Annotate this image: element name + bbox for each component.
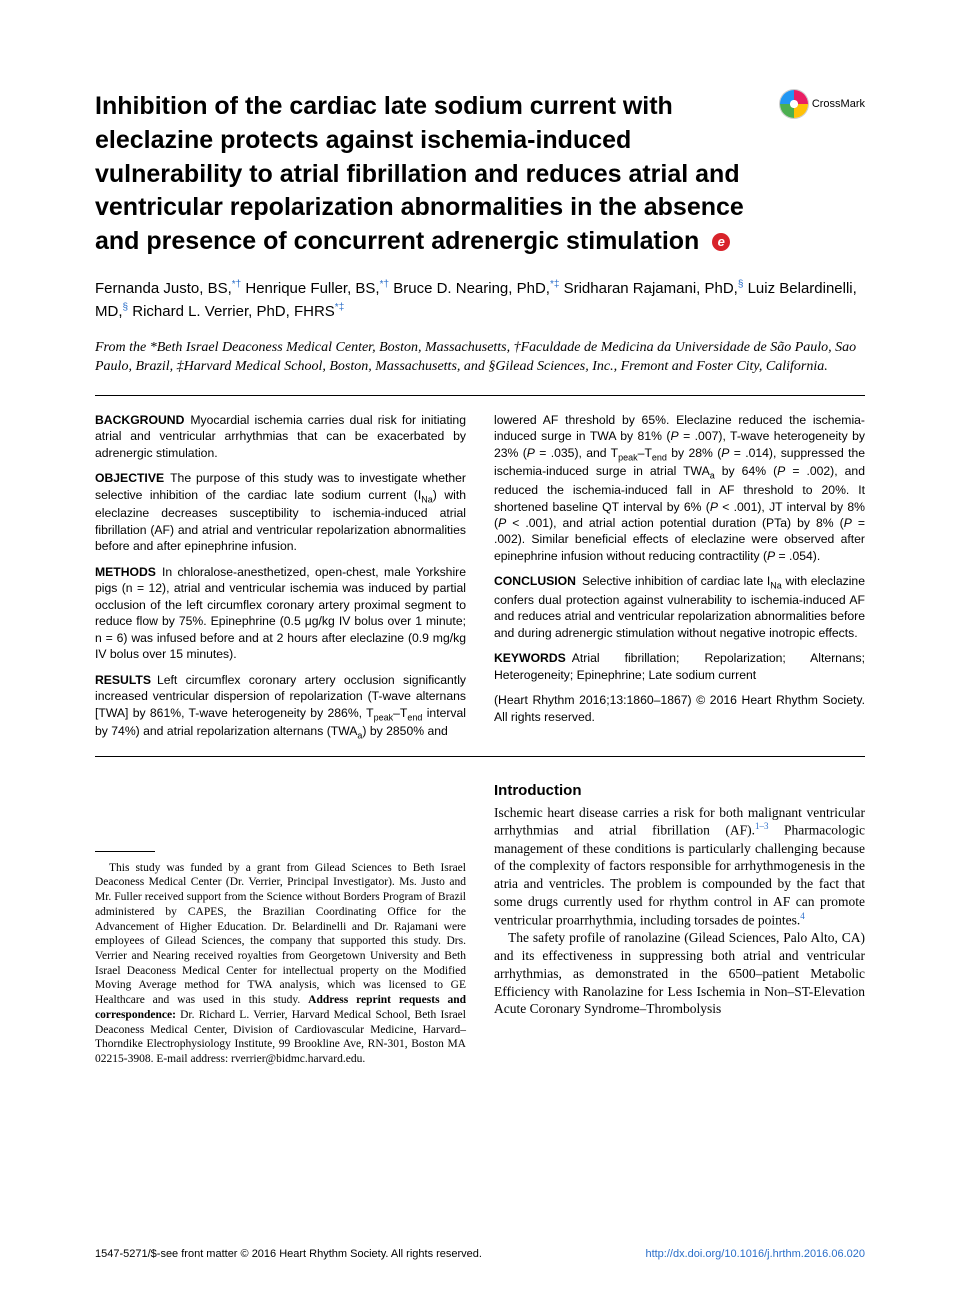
funding-divider bbox=[95, 851, 155, 852]
abstract-results-a: RESULTSLeft circumflex coronary artery o… bbox=[95, 672, 466, 742]
page-footer: 1547-5271/$-see front matter © 2016 Hear… bbox=[95, 1247, 865, 1262]
introduction-heading: Introduction bbox=[494, 781, 865, 801]
abs-head-objective: OBJECTIVE bbox=[95, 471, 164, 485]
introduction-section: Introduction Ischemic heart disease carr… bbox=[494, 781, 865, 1019]
abstract-keywords: KEYWORDSAtrial fibrillation; Repolarizat… bbox=[494, 650, 865, 683]
title-area: Inhibition of the cardiac late sodium cu… bbox=[95, 90, 865, 259]
online-badge-icon: e bbox=[712, 233, 730, 251]
funding-text: This study was funded by a grant from Gi… bbox=[95, 855, 466, 1067]
body-columns: This study was funded by a grant from Gi… bbox=[95, 757, 865, 1067]
footer-doi-link[interactable]: http://dx.doi.org/10.1016/j.hrthm.2016.0… bbox=[645, 1247, 865, 1262]
intro-p1-b: Pharmacologic management of these condit… bbox=[494, 823, 865, 928]
abstract-conclusion: CONCLUSIONSelective inhibition of cardia… bbox=[494, 573, 865, 641]
intro-p1: Ischemic heart disease carries a risk fo… bbox=[494, 804, 865, 930]
abstract-background: BACKGROUNDMyocardial ischemia carries du… bbox=[95, 412, 466, 461]
intro-p2: The safety profile of ranolazine (Gilead… bbox=[494, 929, 865, 1018]
authors-list: Fernanda Justo, BS,*† Henrique Fuller, B… bbox=[95, 277, 865, 324]
abstract-block: BACKGROUNDMyocardial ischemia carries du… bbox=[95, 396, 865, 756]
abs-head-methods: METHODS bbox=[95, 565, 156, 579]
abstract-objective: OBJECTIVEThe purpose of this study was t… bbox=[95, 470, 466, 554]
crossmark-label: CrossMark bbox=[812, 97, 865, 112]
abs-text-methods: In chloralose-anesthetized, open-chest, … bbox=[95, 565, 466, 661]
citation-1-3[interactable]: 1–3 bbox=[755, 821, 769, 831]
title-text: Inhibition of the cardiac late sodium cu… bbox=[95, 92, 744, 255]
article-title: Inhibition of the cardiac late sodium cu… bbox=[95, 90, 865, 259]
funding-block: This study was funded by a grant from Gi… bbox=[95, 851, 466, 1067]
abs-head-keywords: KEYWORDS bbox=[494, 651, 566, 665]
abstract-citation: (Heart Rhythm 2016;13:1860–1867) © 2016 … bbox=[494, 692, 865, 725]
crossmark-icon bbox=[780, 90, 808, 118]
abs-head-conclusion: CONCLUSION bbox=[494, 574, 576, 588]
abstract-results-b: lowered AF threshold by 65%. Eleclazine … bbox=[494, 412, 865, 564]
footer-copyright: 1547-5271/$-see front matter © 2016 Hear… bbox=[95, 1247, 482, 1262]
abs-head-results: RESULTS bbox=[95, 673, 151, 687]
crossmark-badge[interactable]: CrossMark bbox=[780, 90, 865, 118]
abs-text-results-b: lowered AF threshold by 65%. Eleclazine … bbox=[494, 413, 865, 563]
affiliations: From the *Beth Israel Deaconess Medical … bbox=[95, 338, 865, 377]
abs-head-background: BACKGROUND bbox=[95, 413, 184, 427]
citation-4[interactable]: 4 bbox=[800, 911, 805, 921]
abstract-methods: METHODSIn chloralose-anesthetized, open-… bbox=[95, 564, 466, 663]
